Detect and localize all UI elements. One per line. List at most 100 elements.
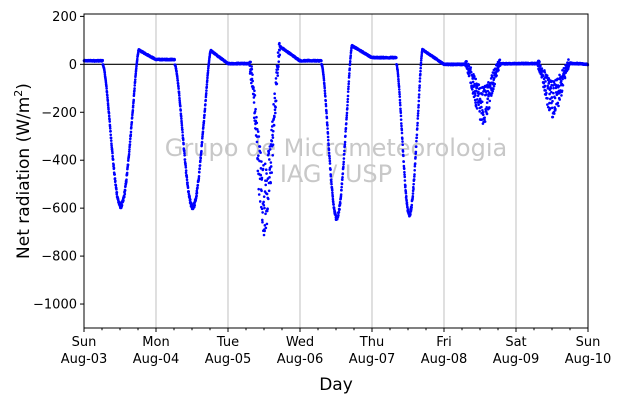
data-point [263, 224, 267, 227]
data-point [418, 89, 421, 92]
watermark-line-2: IAG / USP [280, 160, 392, 188]
data-point [416, 114, 420, 117]
data-point [395, 56, 398, 59]
data-point [400, 122, 403, 125]
data-point [543, 70, 547, 74]
data-point [182, 149, 186, 153]
data-point [114, 184, 118, 187]
data-point [326, 124, 329, 127]
data-point [341, 172, 345, 175]
data-point [403, 173, 406, 176]
data-point [343, 149, 346, 153]
y-tick-label: −600 [41, 202, 77, 217]
data-point [550, 90, 553, 94]
data-point [347, 80, 351, 83]
data-point [110, 147, 114, 151]
data-point [115, 191, 119, 194]
data-point [328, 157, 331, 160]
data-point [200, 140, 204, 144]
data-point [402, 154, 405, 158]
data-point [136, 51, 140, 55]
data-point [411, 192, 415, 195]
data-point [205, 78, 209, 82]
data-point [492, 77, 496, 80]
data-point [176, 76, 179, 80]
data-point [130, 120, 134, 124]
data-point [559, 79, 563, 83]
data-point [560, 94, 563, 97]
data-point [492, 84, 496, 88]
data-point [398, 95, 402, 98]
data-point [328, 162, 332, 165]
data-point [128, 145, 131, 149]
data-point [180, 117, 183, 120]
data-point [183, 151, 186, 155]
data-point [250, 65, 253, 68]
data-point [476, 94, 480, 97]
data-point [337, 213, 340, 217]
data-point [106, 94, 109, 97]
data-point [330, 182, 333, 186]
data-point [180, 119, 183, 123]
data-point [198, 164, 202, 167]
data-point [329, 168, 332, 171]
data-point [259, 173, 263, 177]
watermark-line-1: Grupo de Micrometeorologia [165, 134, 507, 162]
data-point [558, 73, 561, 77]
data-point [416, 117, 420, 120]
data-point [561, 68, 564, 72]
data-point [203, 113, 206, 117]
data-point [344, 122, 348, 125]
data-point [133, 78, 137, 81]
data-point [397, 77, 400, 81]
data-point [186, 181, 189, 185]
data-point [411, 195, 415, 198]
data-point [417, 93, 421, 96]
data-point [263, 206, 266, 210]
data-point [276, 68, 280, 71]
data-point [419, 59, 423, 62]
data-point [270, 139, 274, 143]
data-point [409, 208, 413, 212]
data-point [266, 207, 269, 211]
data-point [325, 116, 329, 120]
data-point [418, 77, 422, 80]
data-point [405, 201, 409, 205]
data-point [252, 101, 256, 104]
data-point [475, 107, 479, 110]
data-point [271, 143, 275, 147]
data-point [204, 95, 208, 99]
data-point [467, 64, 471, 68]
data-point [177, 87, 180, 90]
x-tick-label-day: Sun [72, 335, 97, 350]
data-point [256, 157, 260, 161]
data-point [552, 112, 556, 115]
data-point [113, 173, 116, 176]
data-point [410, 206, 413, 209]
data-point [553, 96, 557, 100]
data-point [107, 114, 111, 118]
data-point [206, 76, 209, 80]
data-point [325, 109, 328, 113]
data-point [483, 116, 486, 119]
data-point [402, 164, 406, 168]
data-point [264, 226, 268, 230]
data-point [255, 121, 259, 125]
data-point [416, 121, 419, 125]
data-point [541, 74, 545, 77]
data-point [184, 169, 188, 172]
data-point [331, 191, 334, 195]
data-point [271, 153, 275, 157]
data-point [324, 104, 328, 108]
data-point [349, 54, 353, 57]
data-point [206, 71, 210, 74]
data-point [404, 194, 408, 198]
data-point [540, 67, 544, 70]
data-point [401, 150, 405, 153]
data-point [417, 99, 421, 103]
data-point [474, 101, 477, 104]
data-point [278, 53, 282, 57]
data-point [173, 58, 176, 62]
data-point [267, 152, 271, 155]
x-tick-label-day: Mon [142, 335, 169, 350]
